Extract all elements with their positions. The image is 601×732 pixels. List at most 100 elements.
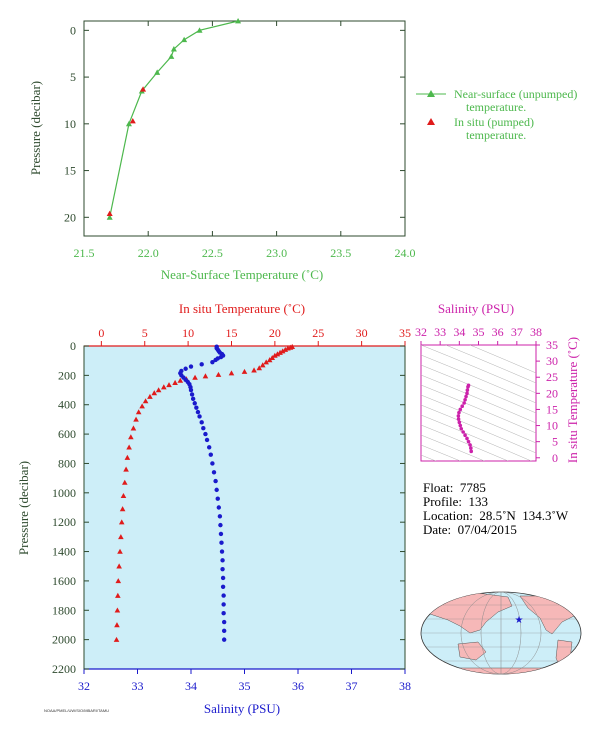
salinity-profile-point: [199, 420, 204, 425]
ts-panel: 32 33 34 35 36 37 38 0 5 10 15 20 25 30 35 Salinity (P…: [415, 301, 580, 465]
ts-point: [466, 439, 471, 444]
temperature-profile-point: [118, 519, 125, 525]
density-contour: [421, 404, 536, 454]
density-contour: [421, 384, 536, 434]
y-tick-label: 0: [70, 23, 76, 37]
temperature-tick-label: 25: [312, 326, 324, 340]
temperature-profile-point: [114, 607, 121, 613]
ts-y-tick-label: 5: [552, 435, 558, 449]
legend-unpumped-marker: [427, 90, 435, 97]
temperature-profile-point: [142, 398, 149, 404]
ts-y-tick-label: 20: [546, 386, 558, 400]
ts-x-tick-label: 35: [473, 325, 485, 339]
ts-x-tick-label: 37: [511, 325, 523, 339]
ts-point: [468, 443, 472, 447]
ts-series: [456, 383, 474, 454]
salinity-profile-point: [219, 549, 225, 554]
ts-top-axis-label: Salinity (PSU): [438, 301, 514, 316]
temperature-profile-point: [113, 636, 120, 642]
salinity-profile-point: [221, 593, 226, 598]
ts-density-contours: [421, 345, 536, 461]
profile-bottom-axis-label: Salinity (PSU): [204, 701, 280, 716]
x-tick-label: 22.5: [202, 246, 223, 260]
temperature-profile-point: [151, 390, 158, 396]
footer-credit: NOAA/PMEL/UW/SIO/MBARI/TAMU: [44, 708, 110, 713]
salinity-profile-point: [189, 392, 195, 397]
temperature-profile-point: [139, 403, 145, 409]
info-date: Date: 07/04/2015: [423, 522, 517, 537]
ts-point: [457, 420, 462, 425]
density-contour: [421, 424, 509, 461]
salinity-profile-point: [221, 628, 227, 634]
temperature-profile-point: [155, 387, 162, 393]
unpumped-temperature-point: [154, 69, 161, 75]
ts-y-tick-label: 30: [546, 354, 558, 368]
salinity-profile-point: [215, 496, 220, 501]
pressure-tick-label: 0: [70, 339, 76, 353]
map-float-location-marker: ★: [515, 615, 524, 626]
near-surface-plot-frame: [83, 20, 406, 237]
salinity-profile-point: [195, 409, 201, 415]
legend-unpumped-text-line1: Near-surface (unpumped): [454, 87, 577, 101]
pumped-temperature-point: [129, 118, 136, 124]
ts-point: [462, 401, 466, 405]
temperature-profile-point: [269, 354, 276, 360]
temperature-profile-point: [130, 425, 137, 431]
legend-pumped-text-line1: In situ (pumped): [454, 115, 534, 129]
pumped-temperature-point: [106, 210, 113, 216]
x-tick-label: 23.5: [330, 246, 351, 260]
salinity-tick-label: 34: [185, 679, 197, 693]
density-contour: [421, 434, 486, 461]
unpumped-temperature-point: [168, 53, 175, 59]
ts-y-tick-label: 25: [546, 370, 558, 384]
salinity-profile-point: [208, 452, 213, 457]
temperature-profile-point: [115, 578, 122, 584]
temperature-tick-label: 20: [269, 326, 281, 340]
temperature-profile-point: [228, 370, 235, 376]
y-tick-label: 10: [64, 117, 76, 131]
unpumped-temperature-point: [196, 27, 203, 33]
temperature-profile-point: [192, 374, 198, 380]
temperature-profile-point: [117, 548, 123, 554]
salinity-profile-point: [220, 566, 225, 572]
ts-point: [461, 430, 465, 434]
temperature-profile-point: [120, 492, 127, 498]
temperature-profile-point: [115, 592, 121, 598]
salinity-profile-point: [188, 387, 194, 393]
info-float: Float: 7785: [423, 480, 486, 495]
map-land-south-america: [555, 639, 573, 673]
temperature-profile-point: [126, 444, 132, 450]
temperature-profile-point: [133, 416, 139, 422]
salinity-profile-point: [183, 366, 188, 371]
salinity-profile-point: [190, 396, 196, 402]
ts-point: [463, 397, 467, 402]
ts-point: [465, 388, 470, 392]
salinity-profile-point: [221, 602, 226, 607]
temperature-profile-point: [135, 409, 142, 415]
salinity-profile-point: [192, 401, 197, 406]
salinity-profile-point: [204, 437, 210, 443]
x-tick-label: 24.0: [395, 246, 416, 260]
ts-plot-frame: [420, 344, 537, 462]
density-contour: [421, 454, 437, 461]
unpumped-temperature-point: [125, 120, 132, 127]
info-location: Location: 28.5˚N 134.3˚W: [423, 508, 569, 523]
temperature-profile-point: [119, 506, 126, 512]
near-surface-legend: Near-surface (unpumped) temperature. In …: [416, 87, 577, 142]
salinity-profile-point: [214, 487, 219, 493]
temperature-profile-point: [161, 384, 167, 390]
ts-point: [458, 407, 463, 412]
temperature-profile-point: [128, 434, 134, 440]
temperature-profile-point: [202, 373, 209, 379]
salinity-tick-label: 38: [399, 679, 411, 693]
info-profile: Profile: 133: [423, 494, 488, 509]
y-tick-label: 20: [64, 210, 76, 224]
ts-x-tick-label: 36: [492, 325, 504, 339]
density-contour: [421, 414, 533, 461]
salinity-tick-label: 37: [346, 679, 358, 693]
salinity-tick-label: 33: [132, 679, 144, 693]
ts-x-tick-label: 38: [530, 325, 542, 339]
ts-point: [466, 383, 471, 388]
temperature-tick-label: 0: [98, 326, 104, 340]
